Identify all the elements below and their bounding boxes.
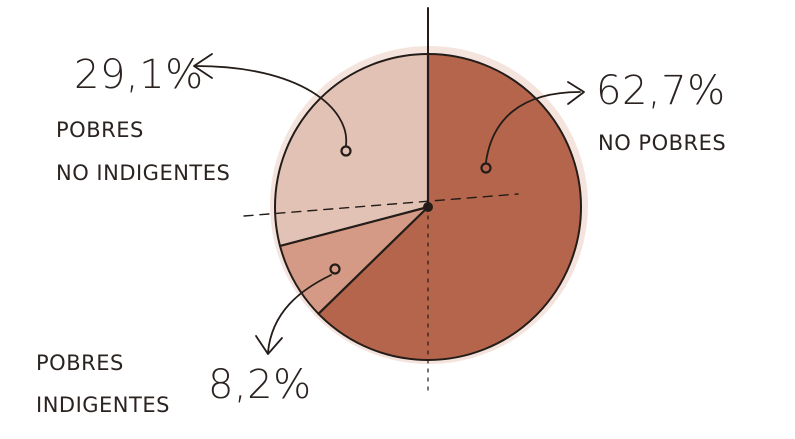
- pie-slice-0: [318, 54, 581, 361]
- value-label-pobres-no-indigentes: 29,1%: [74, 52, 204, 98]
- pie-center-dot: [423, 202, 433, 212]
- slice-boundary-2: [278, 205, 430, 248]
- leader-dot-no-pobres: [480, 162, 492, 174]
- pie-leader-arrows: [193, 53, 585, 355]
- value-label-no-pobres: 62,7%: [596, 68, 726, 114]
- category-label-pobres-no-indigentes-line2: NO INDIGENTES: [56, 161, 230, 185]
- axis-horizontal-dashed: [243, 193, 519, 217]
- category-label-pobres-indigentes-line2: INDIGENTES: [36, 393, 170, 417]
- category-label-pobres-no-indigentes-line1: POBRES: [56, 118, 144, 142]
- leader-arrowhead-no-pobres: [567, 81, 585, 105]
- pie-sketch-lines: [243, 7, 582, 393]
- slice-boundary-1: [317, 205, 430, 315]
- leader-arrow-no-pobres: [485, 91, 581, 163]
- leader-dot-pobres-indigentes: [329, 263, 341, 275]
- category-label-pobres-indigentes-line1: POBRES: [36, 351, 124, 375]
- leader-dot-pobres-no-indigentes: [340, 145, 352, 157]
- value-label-pobres-indigentes: 8,2%: [208, 362, 312, 408]
- category-label-no-pobres: NO POBRES: [598, 131, 726, 155]
- pie-slice-1: [280, 207, 428, 314]
- leader-arrowhead-pobres-no-indigentes: [193, 53, 213, 79]
- leader-arrowhead-pobres-indigentes: [255, 335, 283, 355]
- leader-arrow-pobres-indigentes: [267, 274, 332, 353]
- leader-arrow-pobres-no-indigentes: [195, 65, 347, 146]
